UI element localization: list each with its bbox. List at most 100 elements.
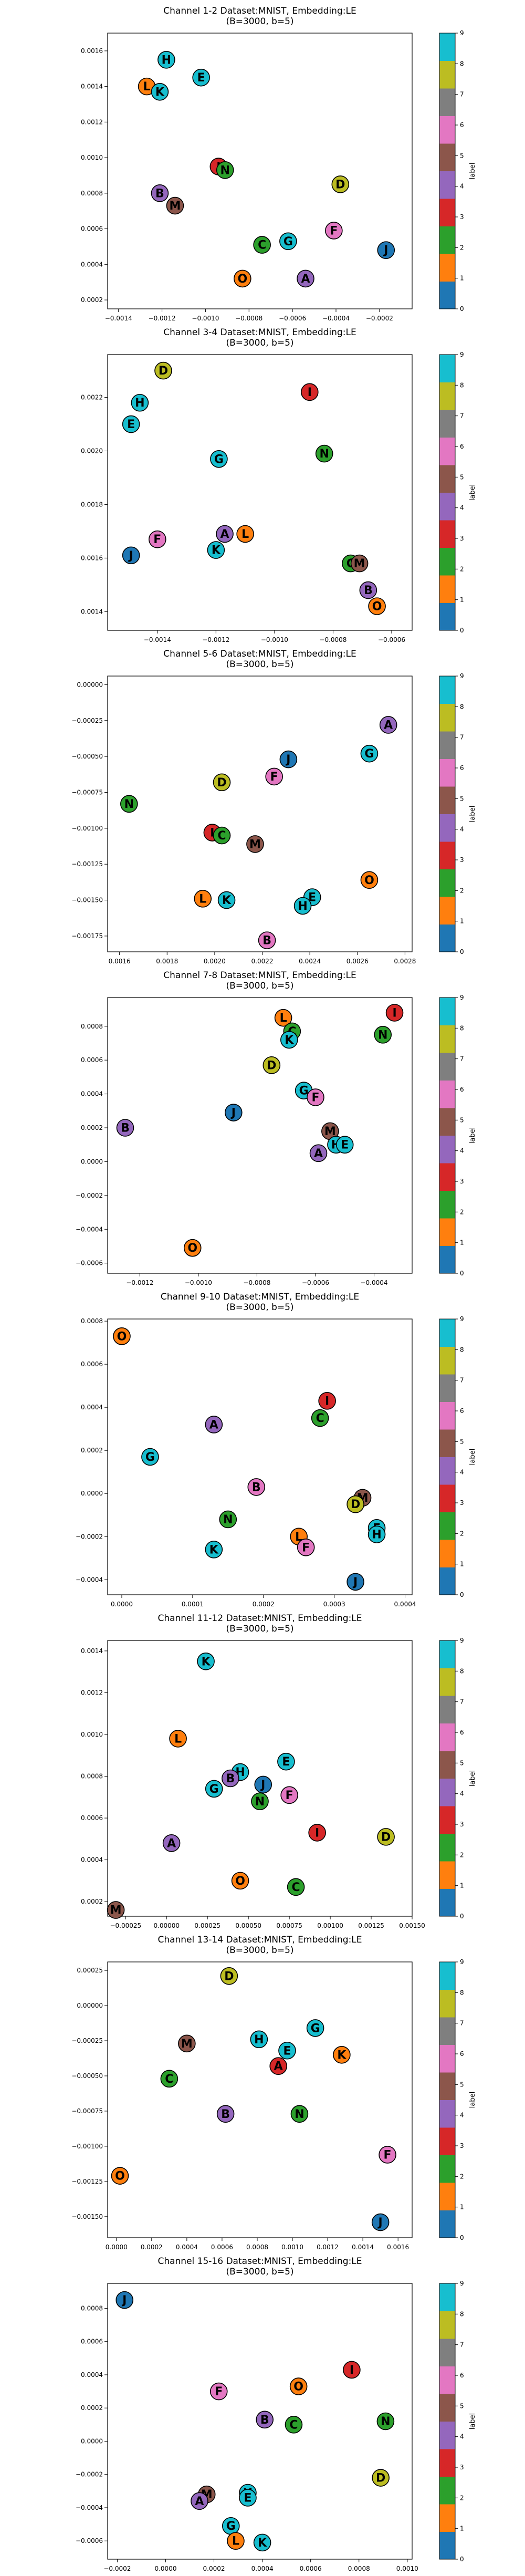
point-marker xyxy=(280,1786,298,1804)
colorbar-segment xyxy=(439,603,455,631)
colorbar-segment xyxy=(439,60,455,89)
point-marker xyxy=(205,1541,223,1559)
point-marker xyxy=(368,1525,386,1543)
x-tick-label: −0.0008 xyxy=(235,315,262,322)
point-marker xyxy=(279,750,298,768)
chart-subtitle: (B=3000, b=5) xyxy=(226,338,293,348)
point-label: E xyxy=(308,891,316,905)
point-label: D xyxy=(351,1498,360,1511)
colorbar-segment xyxy=(439,1163,455,1191)
colorbar-tick-label: 7 xyxy=(460,91,464,98)
point-label: I xyxy=(308,386,312,399)
colorbar-tick-label: 4 xyxy=(460,1147,464,1155)
data-point: E xyxy=(278,2041,296,2060)
x-tick-label: 0.0006 xyxy=(211,2243,233,2251)
colorbar-segment xyxy=(439,2072,455,2100)
x-tick-label: 0.0006 xyxy=(300,2565,322,2572)
x-tick-label: 0.00150 xyxy=(399,1922,425,1929)
data-point: C xyxy=(213,826,231,845)
point-marker xyxy=(285,2416,303,2434)
point-label: F xyxy=(153,533,161,546)
point-marker xyxy=(151,82,169,101)
point-marker xyxy=(297,269,314,288)
colorbar-segment xyxy=(439,924,455,952)
data-point: F xyxy=(280,1786,298,1804)
data-point: G xyxy=(360,744,379,763)
point-label: G xyxy=(299,1085,309,1098)
point-label: N xyxy=(223,1513,233,1526)
point-marker xyxy=(385,1004,404,1022)
colorbar-segment xyxy=(439,1484,455,1512)
data-point: F xyxy=(379,2146,396,2164)
point-label: L xyxy=(280,1012,287,1025)
data-point: F xyxy=(265,767,283,786)
point-label: M xyxy=(324,1125,336,1138)
data-point: C xyxy=(311,1409,329,1427)
point-label: O xyxy=(115,2170,125,2183)
plot-area xyxy=(107,1961,413,2238)
colorbar-tick-label: 7 xyxy=(460,1055,464,1063)
point-label: G xyxy=(209,1783,219,1796)
data-point: C xyxy=(160,2070,178,2088)
colorbar: 0 1 2 3 4 5 6 7 8 9 label xyxy=(439,1958,477,2241)
colorbar: 0 1 2 3 4 5 6 7 8 9 label xyxy=(439,351,477,634)
colorbar-frame xyxy=(439,1961,456,2238)
data-point: A xyxy=(162,1834,181,1852)
x-tick-label: −0.0002 xyxy=(366,315,393,322)
colorbar-segment xyxy=(439,143,455,171)
y-tick-label: 0.0022 xyxy=(81,394,103,401)
data-point: N xyxy=(376,2412,395,2430)
point-label: J xyxy=(285,753,290,766)
point-label: A xyxy=(384,719,393,732)
point-label: B xyxy=(155,187,164,200)
x-tick-label: 0.0026 xyxy=(346,958,369,965)
point-label: C xyxy=(289,2418,298,2432)
colorbar-tick-label: 6 xyxy=(460,2372,464,2379)
colorbar-segment xyxy=(439,1053,455,1081)
point-marker xyxy=(253,236,271,254)
data-point: L xyxy=(274,1009,292,1027)
x-tick-label: 0.0003 xyxy=(323,1601,345,1608)
plot-area xyxy=(107,997,413,1274)
data-point: L xyxy=(194,890,212,908)
colorbar-tick-label: 9 xyxy=(460,351,464,358)
point-marker xyxy=(307,1088,324,1106)
point-marker xyxy=(376,2412,395,2430)
x-tick-label: 0.0024 xyxy=(299,958,321,965)
point-marker xyxy=(122,546,140,565)
point-label: B xyxy=(226,1772,235,1785)
colorbar-segment xyxy=(439,2017,455,2045)
colorbar-segment xyxy=(439,814,455,842)
colorbar-tick-label: 3 xyxy=(460,213,464,221)
data-point: O xyxy=(368,597,386,615)
point-marker xyxy=(192,68,210,87)
point-label: L xyxy=(174,1732,182,1746)
point-label: K xyxy=(202,1655,211,1668)
colorbar-segment xyxy=(439,1401,455,1430)
colorbar-segment xyxy=(439,1218,455,1246)
point-marker xyxy=(360,744,379,763)
point-label: H xyxy=(162,54,171,67)
colorbar-segment xyxy=(439,2311,455,2339)
point-label: N xyxy=(255,1795,265,1809)
colorbar-segment xyxy=(439,2421,455,2449)
x-tick-label: 0.0000 xyxy=(154,2565,176,2572)
x-tick-label: 0.00000 xyxy=(153,1922,180,1929)
plot-area xyxy=(107,676,413,952)
point-marker xyxy=(377,1828,395,1846)
y-tick-label: 0.0020 xyxy=(81,447,103,454)
colorbar-segment xyxy=(439,2210,455,2238)
point-label: C xyxy=(217,829,226,843)
chart-subtitle: (B=3000, b=5) xyxy=(226,16,293,27)
point-marker xyxy=(279,232,297,251)
point-marker xyxy=(297,1538,315,1556)
colorbar-label: label xyxy=(469,1449,477,1465)
colorbar-segment xyxy=(439,869,455,897)
colorbar-tick-label: 5 xyxy=(460,1759,464,1767)
point-label: F xyxy=(330,224,338,237)
data-point: K xyxy=(151,82,169,101)
y-tick-label: 0.0004 xyxy=(81,261,103,268)
point-label: J xyxy=(352,1576,358,1589)
point-label: D xyxy=(217,776,226,790)
colorbar: 0 1 2 3 4 5 6 7 8 9 label xyxy=(439,2280,477,2563)
